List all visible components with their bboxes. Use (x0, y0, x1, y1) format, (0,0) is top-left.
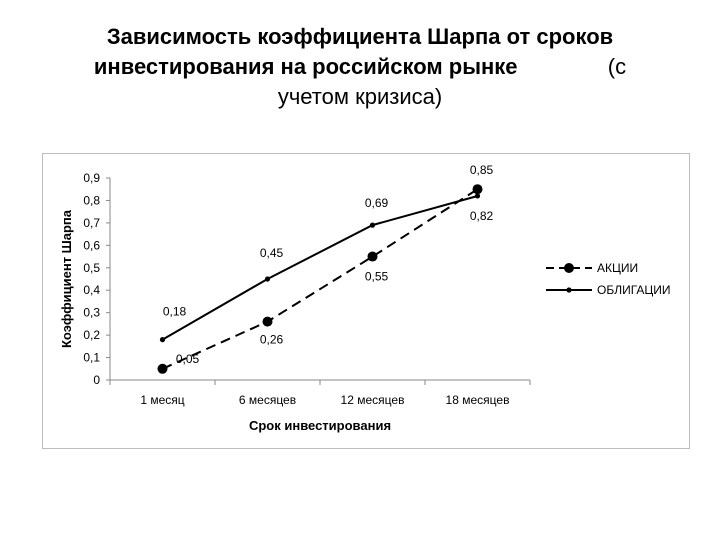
x-tick-label: 6 месяцев (239, 393, 296, 407)
title-line-2-tail: (с (607, 54, 627, 79)
legend-label-stocks: АКЦИИ (597, 261, 638, 275)
series-line-stocks (162, 188, 479, 370)
legend-marker-stocks (564, 263, 574, 273)
data-label-bonds: 0,82 (470, 209, 494, 223)
chart-legend: АКЦИИ ОБЛИГАЦИИ (546, 261, 671, 297)
y-tick-label: 0 (93, 373, 100, 387)
y-tick-label: 0,7 (83, 216, 100, 230)
y-tick-label: 0,1 (83, 351, 100, 365)
series-line-bonds (162, 195, 478, 341)
data-point-stocks (262, 316, 273, 327)
data-label-bonds: 0,69 (365, 196, 389, 210)
data-label-bonds: 0,45 (260, 246, 284, 260)
data-label-stocks: 0,85 (470, 163, 494, 177)
y-tick-label: 0,4 (83, 283, 100, 297)
y-tick-label: 0,9 (83, 171, 100, 185)
title-line-1: Зависимость коэффициента Шарпа от сроков (106, 24, 614, 49)
data-point-bonds (474, 193, 481, 199)
slide-title: Зависимость коэффициента Шарпа от сроков… (40, 22, 680, 112)
data-label-stocks: 0,05 (176, 352, 200, 366)
title-line-3: учетом кризиса) (277, 84, 443, 109)
legend-label-bonds: ОБЛИГАЦИИ (597, 283, 671, 297)
x-tick-label: 12 месяцев (341, 393, 405, 407)
y-axis-title: Коэффициент Шарпа (59, 209, 74, 348)
x-tick-label: 1 месяц (140, 393, 184, 407)
data-point-stocks (367, 251, 378, 262)
data-label-stocks: 0,55 (365, 270, 389, 284)
data-point-bonds (369, 222, 376, 228)
y-tick-label: 0,2 (83, 328, 100, 342)
data-point-bonds (159, 337, 166, 343)
data-point-bonds (264, 276, 271, 282)
data-label-bonds: 0,18 (163, 305, 187, 319)
chart-axes: 0 0,1 0,2 0,3 0,4 0,5 0,6 0,7 0,8 0,9 1 месяц 6 мес… (59, 171, 531, 433)
y-tick-label: 0,6 (83, 238, 100, 252)
legend-marker-bonds (566, 287, 572, 293)
y-tick-label: 0,3 (83, 306, 100, 320)
data-point-stocks (157, 363, 168, 374)
x-tick-label: 18 месяцев (446, 393, 510, 407)
data-label-stocks: 0,26 (260, 333, 284, 347)
chart-series: 0,05 0,26 0,55 0,85 0,18 0,45 0,69 0,82 (157, 163, 494, 374)
y-tick-label: 0,8 (83, 193, 100, 207)
y-tick-label: 0,5 (83, 261, 100, 275)
data-point-stocks (472, 184, 483, 195)
x-axis-title: Срок инвестирования (249, 418, 391, 433)
title-line-2: инвестирования на российском рынке (93, 54, 518, 79)
chart-frame (42, 153, 690, 449)
